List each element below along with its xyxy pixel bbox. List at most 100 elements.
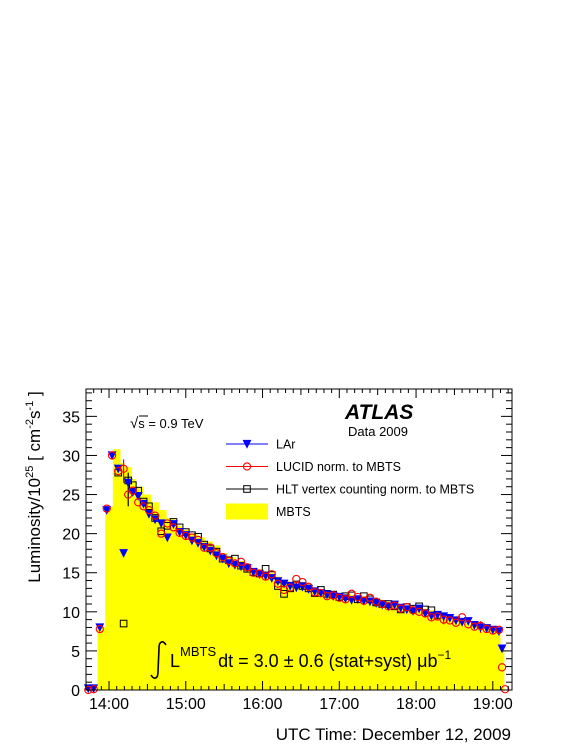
x-tick-label: 17:00 [319,696,359,713]
lucid-point [243,563,252,572]
y-tick-label: 35 [62,409,80,426]
y-tick-label: 25 [62,488,80,505]
lar-point [310,587,320,597]
x-tick-label: 19:00 [473,696,513,713]
lar-point [102,506,112,515]
lucid-point [322,592,332,601]
lar-point [482,624,492,633]
plot-frame [85,388,513,691]
lar-point [341,594,350,604]
lar-point [242,563,252,573]
lar-point [181,531,191,540]
integrated-luminosity-annotation: LMBTS dt = 3.0 ± 0.6 (stat+syst) μb−1 [150,641,452,679]
lucid-point [150,511,160,520]
lucid-point [230,559,240,568]
lar-point [347,595,356,605]
legend-marker-swatch [242,462,252,471]
lar-point [408,606,418,616]
legend-label: LUCID norm. to MBTS [276,460,401,474]
lucid-point [365,593,375,602]
lucid-point [298,577,307,587]
legend-label: HLT vertex counting norm. to MBTS [276,483,474,497]
lar-point [279,579,289,589]
lucid-point [119,464,128,473]
lucid-point [384,602,393,611]
lucid-point [267,570,276,579]
lucid-point [421,609,430,618]
lucid-point [451,618,461,627]
lar-point [476,623,485,633]
lar-point [451,616,461,626]
legend-marker-swatch [242,439,252,449]
legend-marker-swatch [243,485,251,493]
lucid-point [212,549,221,558]
lucid-point [500,685,510,694]
lucid-point [144,506,154,515]
lar-point [175,527,185,537]
lar-point [353,595,363,605]
lucid-point [396,604,405,613]
axes-layer: 14:00 15:00 16:00 17:00 18:00 19:00 0 5 10 15 20 25… [62,389,513,713]
x-axis-title: UTC Time: December 12, 2009 [276,725,511,744]
y-tick-label: 0 [71,683,80,700]
mbts-histogram [86,449,512,690]
lar-point [377,600,387,610]
lucid-point [95,624,104,634]
lar-point [119,549,129,558]
lucid-point [427,613,436,622]
lucid-point [107,451,117,460]
lar-point [261,571,271,581]
lucid-point [102,504,111,513]
lucid-point [163,519,172,528]
atlas-label: ATLAS [344,401,413,424]
lucid-point [470,622,479,631]
lucid-point [482,624,491,634]
energy-label: √s = 0.9 TeV [130,415,204,432]
y-tick-label: 10 [62,605,80,622]
lar-point [497,644,507,654]
lucid-point [218,552,227,562]
lucid-point [457,613,467,622]
lucid-point [169,523,178,532]
y-axis-title: Luminosity/1025 [ cm-2s-1 ] [24,391,44,583]
lar-point [328,592,338,601]
integral-sign [150,641,167,679]
lar-point [218,554,228,564]
lar-point [334,592,344,602]
lar-point [224,559,234,569]
lar-point [402,605,412,615]
lucid-point [206,543,215,552]
lucid-point [353,592,362,602]
lucid-point [304,582,313,591]
lucid-point [128,486,137,495]
legend: LAr LUCID norm. to MBTS HLT vertex countin… [226,438,474,520]
lar-point [291,583,301,593]
lar-point [123,478,133,488]
lar-point [371,599,381,608]
lar-point [273,577,283,587]
y-tick-label: 15 [62,566,80,583]
lar-point [230,560,240,570]
lar-point [396,603,406,613]
y-tick-label: 5 [71,644,80,661]
x-tick-label: 14:00 [89,696,129,713]
x-tick-label: 16:00 [243,696,283,713]
hlt-point [280,590,288,598]
legend-label: MBTS [276,505,311,519]
lar-point [156,519,166,529]
lar-point [248,567,258,577]
y-tick-label: 20 [62,527,80,544]
lucid-point [310,588,319,597]
lucid-point [414,607,424,616]
legend-mbts-swatch [226,503,268,520]
legend-label: LAr [276,438,295,452]
x-tick-label: 15:00 [166,696,206,713]
integral-text: LMBTS dt = 3.0 ± 0.6 (stat+syst) μb−1 [170,644,452,671]
lar-point [199,542,209,552]
lucid-point [89,685,98,694]
lucid-point [497,663,507,672]
lucid-point [114,466,123,476]
lucid-point [236,557,246,566]
lar-point [304,585,314,594]
lar-point [445,613,455,623]
